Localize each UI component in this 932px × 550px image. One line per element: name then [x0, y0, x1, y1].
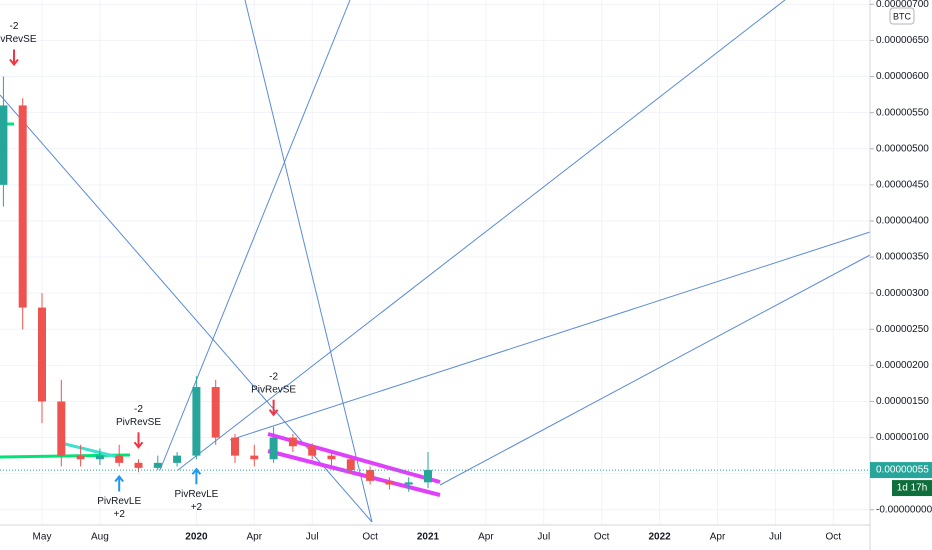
candle-body: [250, 455, 259, 460]
candle-body: [404, 482, 413, 485]
x-tick-label: Aug: [91, 532, 109, 543]
annotation-text: -2: [10, 21, 19, 32]
candle-body: [308, 446, 317, 456]
candle-body: [76, 455, 85, 460]
x-tick-label: Apr: [710, 532, 726, 543]
price-box: [870, 462, 932, 479]
candles: [0, 76, 432, 492]
y-tick-label: 0.00000250: [876, 324, 929, 335]
y-tick-label: 0.00000450: [876, 179, 929, 190]
annotation-text: +2: [191, 502, 203, 513]
annotation-text: PivRevSE: [0, 34, 37, 45]
channel-line: [267, 449, 441, 497]
candle-body: [327, 455, 336, 460]
x-tick-label: 2022: [648, 532, 671, 543]
y-tick-label: 0.00000500: [876, 143, 929, 154]
y-tick-label: 0.00000550: [876, 107, 929, 118]
drawings: [0, 0, 871, 523]
candle-body: [173, 455, 182, 463]
annotation-text: PivRevSE: [251, 384, 296, 395]
annotation-arrow: [191, 467, 202, 485]
trend-line: [159, 0, 351, 471]
y-tick-label: 0.00000650: [876, 35, 929, 46]
annotation-text: +2: [113, 509, 125, 520]
annotation-arrow: [9, 49, 19, 67]
x-tick-label: Apr: [478, 532, 494, 543]
trend-line: [439, 254, 871, 486]
candle-body: [211, 387, 220, 438]
countdown-box: [892, 480, 932, 497]
price-label: 0.00000055: [876, 465, 929, 476]
x-tick-label: Apr: [247, 532, 263, 543]
currency: BTC: [893, 11, 912, 21]
candle-body: [0, 105, 8, 185]
annotation-arrow: [133, 432, 144, 449]
annotation-arrow: [114, 474, 124, 492]
y-tick-label: -0.00000000: [876, 504, 932, 515]
trend-line: [177, 0, 786, 471]
y-tick-label: 0.00000300: [876, 288, 929, 299]
x-tick-label: May: [33, 532, 52, 543]
candle-body: [115, 455, 124, 463]
candle-body: [231, 437, 239, 456]
x-tick-label: Oct: [362, 532, 378, 543]
candle-body: [269, 437, 278, 460]
candle-body: [192, 387, 201, 456]
level-line: [64, 442, 123, 460]
annotation-text: -2: [269, 371, 278, 382]
grid: [0, 0, 870, 525]
x-tick-label: Jul: [769, 532, 782, 543]
y-tick-label: 0.00000400: [876, 216, 929, 227]
candle-body: [18, 105, 27, 308]
annotations: -2 PivRevSE -2 PivRevSE -2 PivRevSE PivRevLE +2…: [0, 21, 296, 520]
candle-body: [424, 470, 432, 483]
candle-body: [134, 462, 143, 468]
x-tick-label: Jul: [537, 532, 550, 543]
y-tick-label: 0.00000200: [876, 360, 929, 371]
candle-body: [288, 437, 297, 447]
candle-body: [346, 459, 355, 471]
annotation-text: PivRevLE: [97, 496, 141, 507]
annotation-text: PivRevLE: [174, 489, 218, 500]
candle-body: [385, 480, 394, 485]
y-tick-label: 0.00000100: [876, 432, 929, 443]
countdown: 1d 17h: [897, 483, 928, 494]
annotation-text: PivRevSE: [116, 417, 161, 428]
candle-body: [38, 307, 46, 402]
candle-body: [95, 455, 104, 460]
y-tick-label: 0.00000600: [876, 71, 929, 82]
x-tick-label: Oct: [826, 532, 842, 543]
candle-body: [366, 470, 375, 481]
y-tick-label: 0.00000350: [876, 252, 929, 263]
candle-body: [57, 401, 66, 456]
candle-body: [153, 462, 162, 468]
trend-line: [244, 0, 373, 523]
y-tick-label: 0.00000150: [876, 396, 929, 407]
y-tick-label: 0.00000700: [876, 0, 929, 10]
currency-badge: [889, 7, 915, 25]
annotation-text: -2: [134, 404, 143, 415]
annotation-arrow: [268, 399, 279, 417]
x-tick-label: Jul: [306, 532, 319, 543]
trend-line: [229, 231, 871, 441]
x-tick-label: 2020: [185, 532, 208, 543]
x-tick-label: 2021: [417, 532, 440, 543]
x-tick-label: Oct: [594, 532, 610, 543]
